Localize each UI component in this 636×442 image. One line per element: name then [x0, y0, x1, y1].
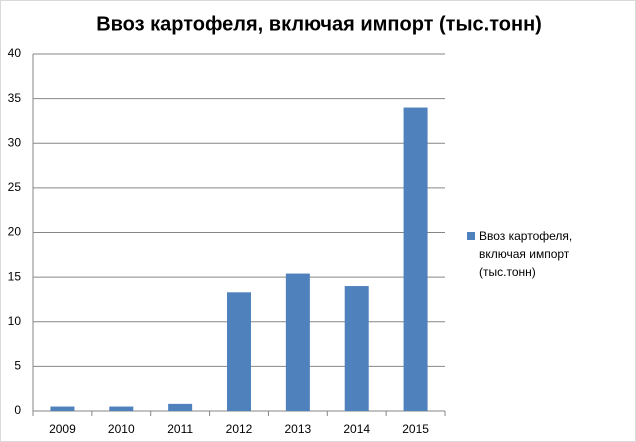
- bar: [50, 406, 75, 411]
- y-tick-label: 30: [8, 135, 22, 149]
- x-tick-label: 2009: [49, 422, 76, 436]
- y-tick-label: 25: [8, 180, 22, 194]
- x-tick-label: 2013: [285, 422, 312, 436]
- y-tick-label: 20: [8, 225, 22, 239]
- x-tick-label: 2011: [167, 422, 193, 436]
- legend-swatch: [467, 232, 475, 240]
- bar: [285, 273, 310, 411]
- y-tick-label: 40: [8, 46, 22, 60]
- y-tick-label: 15: [8, 269, 22, 283]
- y-tick-label: 35: [8, 91, 22, 105]
- bar: [109, 406, 134, 411]
- legend: Ввоз картофеля, включая импорт (тыс.тонн…: [467, 227, 617, 281]
- y-tick-label: 0: [14, 403, 21, 417]
- chart-title: Ввоз картофеля, включая импорт (тыс.тонн…: [96, 13, 542, 35]
- bar: [403, 107, 428, 412]
- bar: [344, 286, 369, 411]
- legend-label: Ввоз картофеля, включая импорт (тыс.тонн…: [479, 229, 573, 279]
- x-tick-label: 2014: [343, 422, 370, 436]
- x-tick-label: 2015: [402, 422, 429, 436]
- x-tick-label: 2010: [108, 422, 135, 436]
- bar: [227, 292, 251, 411]
- bar: [168, 403, 193, 411]
- y-tick-label: 5: [14, 359, 21, 373]
- y-tick-label: 10: [8, 314, 22, 328]
- x-tick-label: 2012: [226, 422, 253, 436]
